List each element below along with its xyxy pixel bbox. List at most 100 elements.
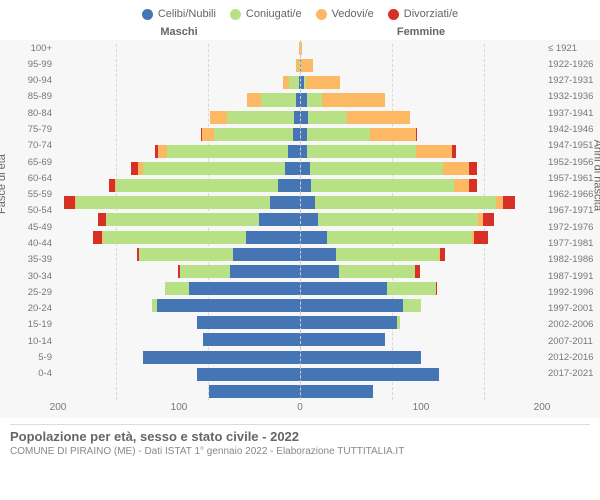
female-bar: [300, 179, 542, 192]
male-bar: [58, 128, 300, 141]
birth-label: 2017-2021: [548, 366, 600, 382]
bar-segment: [336, 248, 439, 261]
bar-segment: [246, 231, 300, 244]
legend-swatch: [142, 9, 153, 20]
birth-label: 1997-2001: [548, 301, 600, 317]
age-row: [58, 331, 542, 348]
male-bar: [58, 385, 300, 398]
population-pyramid-chart: Celibi/Nubili Coniugati/e Vedovi/e Divorzia…: [0, 0, 600, 500]
bar-segment: [143, 351, 300, 364]
bar-segment: [469, 162, 476, 175]
bar-segment: [327, 231, 472, 244]
female-bar: [300, 42, 542, 55]
bar-segment: [98, 213, 106, 226]
male-bar: [58, 248, 300, 261]
bar-segment: [300, 111, 308, 124]
legend: Celibi/Nubili Coniugati/e Vedovi/e Divorzia…: [0, 8, 600, 20]
bar-segment: [307, 145, 416, 158]
female-bar: [300, 299, 542, 312]
age-label: 10-14: [0, 333, 52, 349]
bar-segment: [454, 179, 470, 192]
age-label: 75-79: [0, 121, 52, 137]
age-label: 20-24: [0, 301, 52, 317]
chart-title: Popolazione per età, sesso e stato civil…: [10, 424, 590, 444]
age-row: [58, 229, 542, 246]
y-axis-left-title: Fasce di età: [0, 154, 8, 214]
female-bar: [300, 231, 542, 244]
gender-headers: Maschi Femmine: [0, 26, 600, 38]
bar-segment: [197, 316, 300, 329]
bar-segment: [167, 145, 288, 158]
bar-segment: [139, 248, 233, 261]
bar-segment: [300, 145, 307, 158]
bar-segment: [293, 128, 300, 141]
female-bar: [300, 59, 542, 72]
birth-label: 1937-1941: [548, 105, 600, 121]
legend-swatch: [316, 9, 327, 20]
male-bar: [58, 111, 300, 124]
bar-segment: [300, 196, 315, 209]
bar-segment: [469, 179, 476, 192]
birth-label: ≤ 1921: [548, 40, 600, 56]
y-axis-age-labels: 100+95-9990-9485-8980-8475-7970-7465-696…: [0, 40, 56, 400]
bar-segment: [64, 196, 75, 209]
bar-segment: [299, 59, 300, 72]
bar-segment: [416, 145, 452, 158]
x-tick: 200: [534, 402, 551, 413]
bar-segment: [157, 299, 300, 312]
legend-item: Coniugati/e: [230, 8, 302, 20]
age-row: [58, 211, 542, 228]
bar-segment: [300, 299, 403, 312]
age-label: 80-84: [0, 105, 52, 121]
birth-label: 1927-1931: [548, 73, 600, 89]
bar-segment: [322, 93, 385, 106]
female-bar: [300, 213, 542, 226]
bar-segment: [76, 196, 270, 209]
bar-segment: [300, 282, 387, 295]
age-row: [58, 349, 542, 366]
x-tick: 100: [413, 402, 430, 413]
bar-segment: [347, 111, 410, 124]
age-row: [58, 366, 542, 383]
bar-segment: [285, 162, 300, 175]
bar-segment: [443, 162, 470, 175]
age-row: [58, 177, 542, 194]
age-label: 95-99: [0, 56, 52, 72]
bar-segment: [210, 111, 227, 124]
male-bar: [58, 282, 300, 295]
legend-label: Divorziati/e: [404, 8, 458, 20]
female-bar: [300, 162, 542, 175]
bar-segment: [294, 111, 300, 124]
age-row: [58, 57, 542, 74]
legend-label: Celibi/Nubili: [158, 8, 216, 20]
age-label: 5-9: [0, 349, 52, 365]
bar-segment: [300, 128, 307, 141]
age-label: 0-4: [0, 366, 52, 382]
bar-segment: [261, 93, 296, 106]
bar-segment: [289, 76, 299, 89]
age-row: [58, 40, 542, 57]
bar-segment: [301, 59, 313, 72]
age-row: [58, 246, 542, 263]
age-row: [58, 280, 542, 297]
bar-segment: [230, 265, 300, 278]
bar-segment: [415, 265, 420, 278]
age-label: 100+: [0, 40, 52, 56]
chart-footer: Popolazione per età, sesso e stato civil…: [0, 418, 600, 457]
male-bar: [58, 145, 300, 158]
bar-segment: [300, 248, 336, 261]
bar-segment: [165, 282, 189, 295]
bar-segment: [311, 179, 454, 192]
bar-segment: [315, 196, 497, 209]
birth-label: 1987-1991: [548, 268, 600, 284]
male-bar: [58, 179, 300, 192]
plot-area: 100+95-9990-9485-8980-8475-7970-7465-696…: [0, 40, 600, 418]
header-male: Maschi: [58, 26, 300, 38]
bar-segment: [403, 299, 421, 312]
birth-label: 2007-2011: [548, 333, 600, 349]
bar-segment: [300, 385, 373, 398]
age-row: [58, 314, 542, 331]
x-tick: 0: [297, 402, 303, 413]
legend-label: Vedovi/e: [332, 8, 374, 20]
bar-segment: [106, 213, 258, 226]
